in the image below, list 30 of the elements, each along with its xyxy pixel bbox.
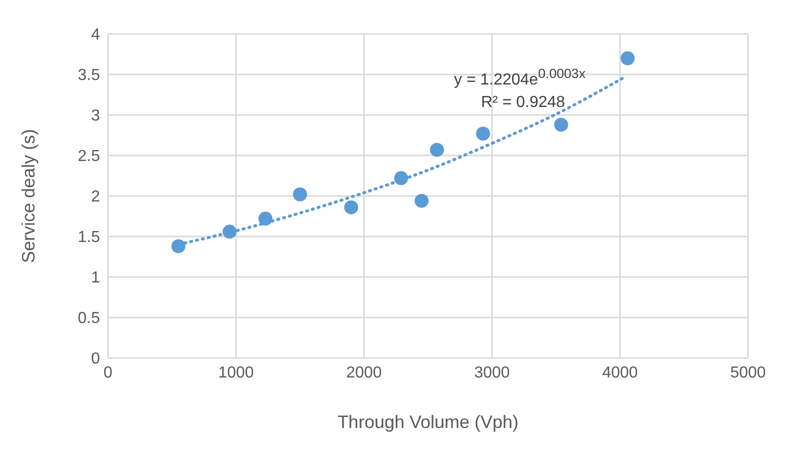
point bbox=[344, 200, 358, 214]
x-tick-label: 5000 bbox=[730, 364, 766, 382]
y-tick-label: 3 bbox=[91, 108, 100, 125]
y-tick-label: 3.5 bbox=[78, 67, 100, 84]
point bbox=[430, 142, 444, 157]
x-tick-label: 3000 bbox=[474, 364, 510, 382]
y-tick-label: 2.5 bbox=[78, 148, 100, 166]
point bbox=[414, 194, 429, 208]
point bbox=[171, 239, 186, 254]
y-tick-label: 0.5 bbox=[78, 310, 100, 328]
annotation: R² = 0.9248 bbox=[481, 94, 566, 112]
x-tick-label: 0 bbox=[104, 364, 113, 382]
annotation: y = 1.2204e$^{0.0003x}$ bbox=[454, 66, 586, 90]
point bbox=[554, 118, 568, 132]
point bbox=[620, 51, 635, 66]
point bbox=[222, 224, 237, 239]
x-tick-label: 2000 bbox=[346, 364, 382, 382]
y-tick-label: 0 bbox=[91, 350, 100, 368]
y-tick-label: 1.5 bbox=[78, 229, 100, 246]
x-axis-title: Through Volume (Vph) bbox=[337, 412, 519, 432]
point bbox=[293, 187, 307, 202]
y-tick-label: 4 bbox=[91, 26, 100, 44]
point bbox=[394, 171, 408, 186]
point bbox=[476, 126, 490, 141]
y-tick-label: 1 bbox=[91, 270, 100, 287]
x-tick-label: 1000 bbox=[218, 364, 254, 382]
y-tick-label: 2 bbox=[91, 188, 100, 206]
point bbox=[258, 212, 272, 226]
y-axis-title: Service dealy (s) bbox=[18, 128, 38, 264]
x-tick-label: 4000 bbox=[602, 364, 638, 382]
